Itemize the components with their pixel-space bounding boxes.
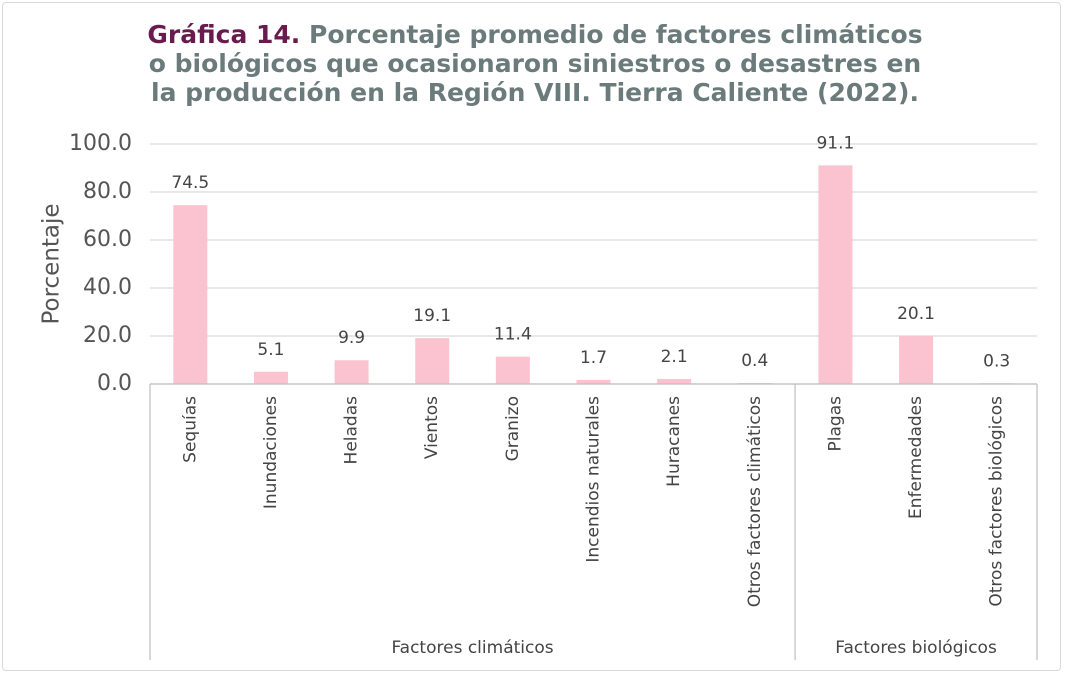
bar	[173, 205, 208, 384]
title-label: Gráfica 14.	[147, 20, 301, 49]
bar	[334, 360, 369, 384]
x-tick-label: Otros factores biológicos	[987, 396, 1007, 607]
bar	[657, 378, 692, 384]
x-tick-label: Incendios naturales	[584, 396, 604, 563]
x-tick-label: Otros factores climáticos	[745, 396, 765, 607]
bar	[818, 165, 853, 384]
data-label: 0.3	[983, 351, 1010, 371]
y-tick-label: 100.0	[69, 131, 132, 156]
x-tick-label: Plagas	[825, 396, 845, 452]
chart-title: Gráfica 14. Porcentaje promedio de facto…	[140, 20, 930, 107]
x-tick-label: Vientos	[422, 396, 442, 459]
data-label: 11.4	[494, 325, 532, 345]
bar	[415, 338, 450, 384]
data-label: 19.1	[413, 306, 451, 326]
x-tick-label: Granizo	[503, 396, 523, 461]
data-label: 5.1	[257, 340, 284, 360]
x-tick-label: Inundaciones	[261, 396, 281, 509]
bar	[495, 356, 530, 384]
y-axis-label: Porcentaje	[39, 203, 65, 324]
y-tick-label: 60.0	[83, 227, 132, 252]
data-label: 74.5	[171, 173, 209, 193]
data-label: 20.1	[897, 304, 935, 324]
data-label: 1.7	[580, 348, 607, 368]
y-tick-label: 40.0	[83, 275, 132, 300]
bar	[253, 371, 288, 384]
group-label: Factores climáticos	[391, 638, 553, 658]
data-label: 91.1	[816, 133, 854, 153]
y-tick-label: 80.0	[83, 179, 132, 204]
x-tick-label: Sequías	[180, 396, 200, 463]
x-tick-label: Enfermedades	[906, 396, 926, 519]
bar	[576, 379, 611, 384]
data-label: 2.1	[661, 347, 688, 367]
data-label: 9.9	[338, 328, 365, 348]
y-tick-label: 0.0	[97, 371, 132, 396]
group-label: Factores biológicos	[835, 638, 997, 658]
bar	[899, 335, 934, 384]
title-text: Porcentaje promedio de factores climátic…	[148, 20, 923, 107]
y-tick-label: 20.0	[83, 323, 132, 348]
x-tick-label: Heladas	[342, 396, 362, 465]
data-label: 0.4	[741, 351, 768, 371]
x-tick-label: Huracanes	[664, 396, 684, 487]
